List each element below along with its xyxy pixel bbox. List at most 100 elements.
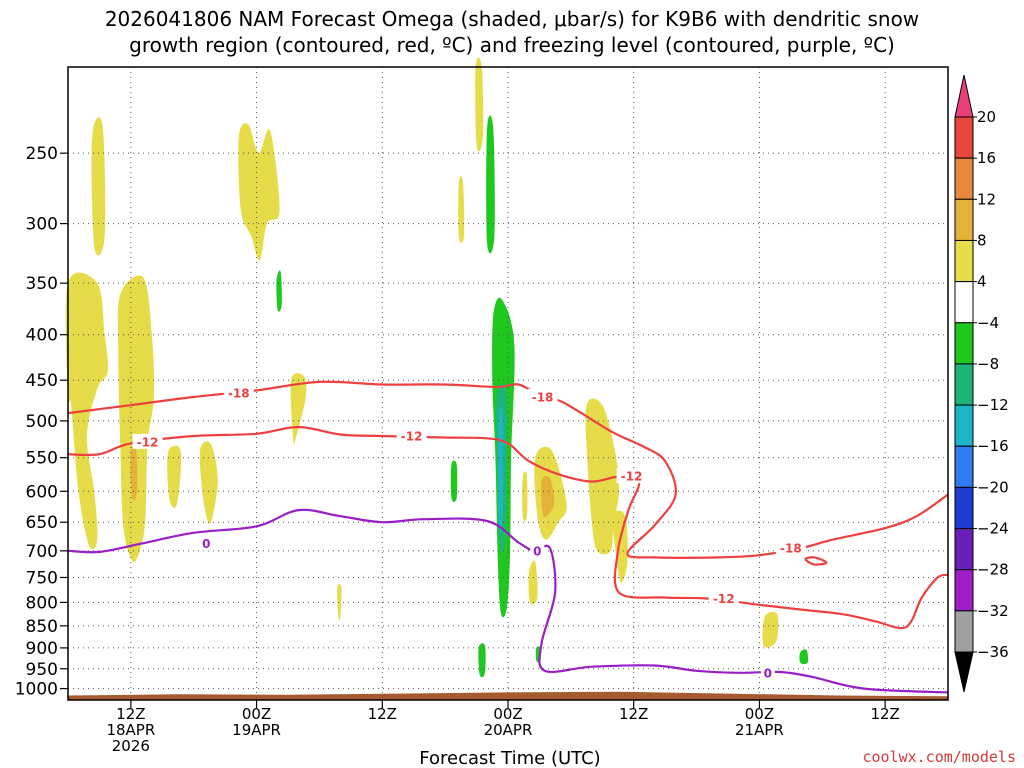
omega-region-26 <box>762 611 779 648</box>
contour-label-3: -12 <box>137 435 159 449</box>
colorbar: 20 16 12 8 4 −4 −8 −12 −16 −20 −24 −28 −32 −36 <box>954 74 1009 693</box>
colorbar-segment-1 <box>954 157 974 200</box>
contour-label-2: -18 <box>780 542 802 556</box>
contour-label-bg-3 <box>132 433 163 449</box>
chart-title-line-1: 2026041806 NAM Forecast Omega (shaded, μ… <box>105 7 919 31</box>
omega-region-14 <box>498 406 504 533</box>
colorbar-label-4: 4 <box>977 273 987 291</box>
contour-label-1: -18 <box>532 390 554 404</box>
x-tick-label-60-0: 12Z <box>619 705 648 723</box>
contour-label-bg-2 <box>775 540 806 556</box>
y-tick-label-900: 900 <box>26 639 58 659</box>
x-tick-label-12-2: 2026 <box>112 737 150 755</box>
y-tick-label-950: 950 <box>26 660 58 680</box>
x-tick-label-72-0: 00Z <box>745 705 774 723</box>
contour-label-0: -18 <box>228 386 250 400</box>
colorbar-segment-6 <box>954 363 974 406</box>
contour-label-7: 0 <box>202 537 210 551</box>
y-tick-label-500: 500 <box>26 412 58 432</box>
colorbar-label-11: −28 <box>977 561 1009 579</box>
y-tick-label-700: 700 <box>26 542 58 562</box>
contour-label-bg-5 <box>616 468 647 484</box>
x-tick-label-48-0: 00Z <box>493 705 522 723</box>
x-tick-label-48-1: 20APR <box>484 721 533 739</box>
colorbar-label-10: −24 <box>977 520 1009 538</box>
colorbar-segment-3 <box>954 239 974 283</box>
colorbar-segment-8 <box>954 445 974 488</box>
colorbar-label-7: −12 <box>977 396 1009 414</box>
colorbar-label-9: −20 <box>977 478 1009 496</box>
contour-label-9: 0 <box>764 666 772 680</box>
x-tick-label-84-0: 12Z <box>870 705 899 723</box>
contour-0 <box>67 508 949 694</box>
omega-region-18 <box>799 649 809 665</box>
contour-label-layer: -18 -18 -18 -12 -12 -12 -12 0 0 0 <box>132 384 806 680</box>
omega-region-23 <box>585 398 620 555</box>
contour-label-bg-6 <box>708 590 739 606</box>
contour-label-bg-1 <box>527 388 558 404</box>
omega-region-21 <box>541 475 555 518</box>
colorbar-segment-4 <box>954 281 974 324</box>
y-axis: 2503003504004505005506006507007508008509… <box>15 144 68 700</box>
y-tick-label-350: 350 <box>26 274 58 294</box>
colorbar-segment-10 <box>954 528 974 571</box>
colorbar-segment-2 <box>954 198 974 241</box>
colorbar-label-0: 20 <box>977 108 996 126</box>
omega-region-16 <box>478 643 486 678</box>
x-tick-label-72-1: 21APR <box>735 721 784 739</box>
contour-label-bg-9 <box>760 664 775 680</box>
x-tick-label-24-0: 00Z <box>242 705 271 723</box>
omega-region-9 <box>475 57 484 152</box>
omega-region-5 <box>167 445 182 509</box>
colorbar-label-3: 8 <box>977 231 987 249</box>
contour--18b <box>804 556 828 566</box>
y-tick-label-650: 650 <box>26 513 58 533</box>
colorbar-segment-9 <box>954 486 974 530</box>
omega-region-22 <box>528 560 538 605</box>
omega-region-25 <box>337 584 342 621</box>
chart-title-line-2: growth region (contoured, red, ºC) and f… <box>129 33 895 57</box>
y-tick-label-250: 250 <box>26 144 58 164</box>
y-tick-label-400: 400 <box>26 326 58 346</box>
y-tick-label-1000: 1000 <box>15 680 58 700</box>
colorbar-label-6: −8 <box>977 355 999 373</box>
ground-terrain <box>68 691 948 700</box>
omega-region-1 <box>238 123 280 261</box>
contour-label-bg-0 <box>223 384 254 400</box>
colorbar-label-5: −4 <box>977 314 999 332</box>
x-tick-label-12-1: 18APR <box>106 721 155 739</box>
y-tick-label-850: 850 <box>26 617 58 637</box>
colorbar-label-8: −16 <box>977 437 1009 455</box>
omega-region-19 <box>522 471 528 522</box>
omega-region-15 <box>450 460 458 502</box>
y-tick-label-800: 800 <box>26 593 58 613</box>
contour-label-4: -12 <box>401 430 423 444</box>
contour-label-5: -12 <box>621 470 643 484</box>
x-axis-label: Forecast Time (UTC) <box>419 748 600 768</box>
omega-region-11 <box>276 270 282 312</box>
contour-label-6: -12 <box>713 592 735 606</box>
colorbar-segment-0 <box>954 116 974 159</box>
colorbar-label-13: −36 <box>977 643 1009 661</box>
x-tick-label-12-0: 12Z <box>116 705 145 723</box>
colorbar-segment-12 <box>954 610 974 653</box>
x-tick-label-24-1: 19APR <box>232 721 281 739</box>
colorbar-segment-11 <box>954 569 974 612</box>
colorbar-label-2: 12 <box>977 190 996 208</box>
omega-region-4 <box>130 445 138 501</box>
colorbar-segment-7 <box>954 404 974 447</box>
contour-label-bg-4 <box>396 428 427 444</box>
omega-region-8 <box>458 176 465 243</box>
y-tick-label-750: 750 <box>26 568 58 588</box>
grid-layer <box>68 67 948 700</box>
y-tick-label-450: 450 <box>26 371 58 391</box>
colorbar-segment-5 <box>954 322 974 365</box>
omega-region-10 <box>486 115 495 254</box>
colorbar-label-1: 16 <box>977 149 996 167</box>
omega-region-0 <box>91 117 106 256</box>
colorbar-label-12: −32 <box>977 602 1009 620</box>
omega-region-3 <box>117 275 155 563</box>
